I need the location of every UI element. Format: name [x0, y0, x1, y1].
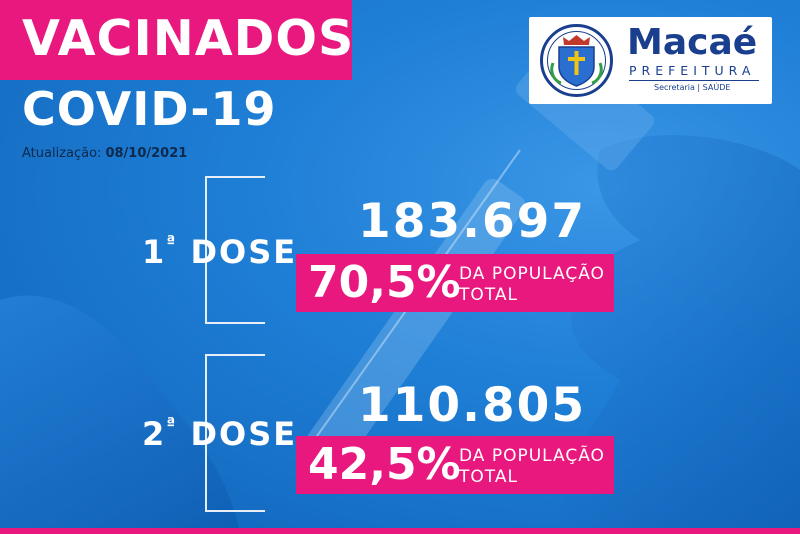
dose2-percent: 42,5% — [308, 439, 461, 490]
dose1-count: 183.697 — [358, 194, 587, 249]
dose2-ordinal-suffix: ª — [166, 414, 178, 433]
title-banner: VACINADOS — [0, 0, 355, 80]
bracket-cap-bottom — [207, 322, 265, 324]
city-seal-icon — [540, 24, 613, 97]
dose1-ordinal-suffix: ª — [166, 232, 178, 251]
update-line: Atualização: 08/10/2021 — [22, 146, 187, 161]
bracket-cap-top — [207, 354, 265, 356]
dose2-count: 110.805 — [358, 378, 587, 433]
dose2-label-text: DOSE — [190, 415, 298, 453]
dose2-bracket — [205, 354, 269, 512]
dose1-percent-label-line1: DA POPULAÇÃO — [459, 264, 605, 284]
logo-divider — [629, 80, 759, 81]
dose1-label-text: DOSE — [190, 233, 298, 271]
dose1-percent-label: DA POPULAÇÃO TOTAL — [459, 264, 605, 306]
logo-city-name: Macaé — [627, 22, 758, 63]
dose1-ordinal: 1 — [142, 233, 167, 271]
bottom-accent-bar — [0, 528, 800, 534]
bracket-cap-top — [207, 176, 265, 178]
dose2-percent-box: 42,5% DA POPULAÇÃO TOTAL — [296, 436, 614, 494]
dose2-label: 2ª DOSE — [142, 415, 298, 453]
dose1-percent-box: 70,5% DA POPULAÇÃO TOTAL — [296, 254, 614, 312]
dose2-percent-label-line2: TOTAL — [459, 467, 518, 487]
dose1-bracket — [205, 176, 269, 324]
page-title: VACINADOS — [22, 10, 355, 67]
page-subtitle: COVID-19 — [22, 82, 277, 136]
logo-department: Secretaria | SAÚDE — [654, 83, 731, 92]
dose2-percent-label: DA POPULAÇÃO TOTAL — [459, 446, 605, 488]
dose1-percent: 70,5% — [308, 257, 461, 308]
update-label: Atualização: — [22, 146, 102, 161]
dose1-label: 1ª DOSE — [142, 233, 298, 271]
macae-logo: Macaé PREFEITURA Secretaria | SAÚDE — [529, 17, 772, 104]
dose2-ordinal: 2 — [142, 415, 167, 453]
bracket-cap-bottom — [207, 510, 265, 512]
dose1-percent-label-line2: TOTAL — [459, 285, 518, 305]
dose2-percent-label-line1: DA POPULAÇÃO — [459, 446, 605, 466]
update-date: 08/10/2021 — [105, 146, 188, 161]
logo-tagline: PREFEITURA — [629, 63, 756, 78]
